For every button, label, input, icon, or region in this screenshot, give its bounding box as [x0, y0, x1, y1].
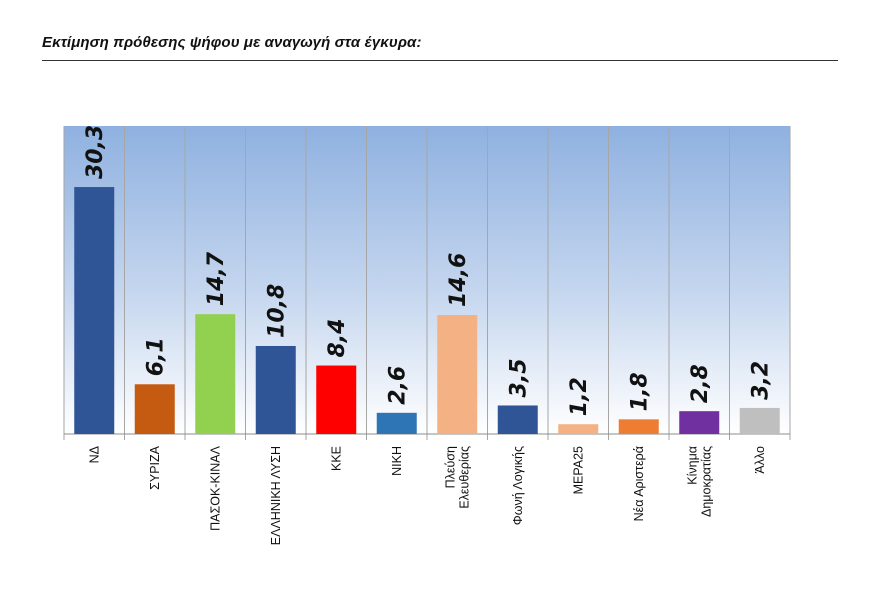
- bar: [437, 315, 478, 434]
- tick-label: ΕΛΛΗΝΙΚΗ ΛΥΣΗ: [269, 446, 283, 545]
- data-label: 3,2: [749, 361, 774, 400]
- data-label: 10,8: [265, 284, 290, 338]
- data-label: 1,2: [567, 377, 592, 416]
- data-label: 14,7: [204, 251, 229, 306]
- bar: [376, 412, 417, 434]
- data-label: 2,8: [688, 364, 713, 403]
- tick-label: Πλεύση: [443, 446, 457, 488]
- tick-label: ΣΥΡΙΖΑ: [148, 445, 162, 490]
- bar: [558, 424, 599, 434]
- bar: [316, 365, 357, 434]
- bar: [739, 407, 780, 434]
- tick-label: ΜΕΡΑ25: [571, 446, 585, 494]
- data-label: 14,6: [446, 253, 471, 307]
- tick-label: ΚΚΕ: [329, 446, 343, 471]
- data-label: 30,3: [83, 125, 108, 179]
- data-label: 1,8: [628, 372, 653, 411]
- bar: [195, 314, 236, 434]
- tick-label: ΝΔ: [87, 446, 101, 463]
- bar: [74, 187, 115, 434]
- tick-label: Νέα Αριστερά: [632, 446, 646, 521]
- tick-label: Ελευθερίας: [457, 446, 471, 509]
- tick-label: ΠΑΣΟΚ-ΚΙΝΑΛ: [208, 445, 222, 530]
- tick-label: Κίνημα: [685, 446, 699, 485]
- title-divider: [42, 60, 838, 61]
- bar: [255, 345, 296, 434]
- data-label: 3,5: [507, 358, 532, 397]
- data-label: 6,1: [144, 337, 169, 376]
- tick-label: Άλλο: [753, 446, 767, 474]
- data-label: 8,4: [325, 319, 350, 358]
- page-title: Εκτίμηση πρόθεσης ψήφου με αναγωγή στα έ…: [42, 34, 422, 51]
- bar: [497, 405, 538, 434]
- bar: [679, 411, 720, 434]
- tick-label: Δημοκρατίας: [699, 446, 713, 517]
- tick-label: Φωνή Λογικής: [511, 446, 525, 525]
- bar: [134, 384, 175, 434]
- data-label: 2,6: [386, 366, 411, 405]
- bar: [618, 419, 659, 434]
- tick-label: ΝΙΚΗ: [390, 446, 404, 476]
